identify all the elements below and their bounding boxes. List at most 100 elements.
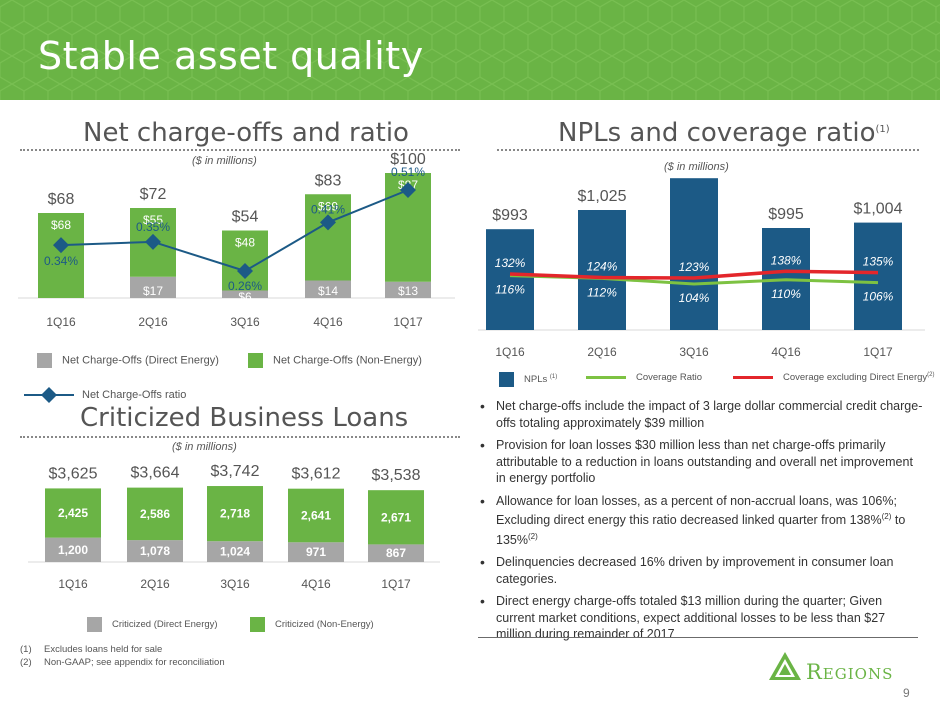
bar-label-direct-energy: 1,078 xyxy=(140,544,170,558)
x-tick-label: 1Q17 xyxy=(863,345,893,359)
bar-label-direct-energy: $13 xyxy=(398,284,418,298)
bar-criticized-direct-energy xyxy=(127,540,183,562)
ratio-point xyxy=(400,182,416,198)
bar-criticized-direct-energy xyxy=(207,541,263,562)
legend-sup: (2) xyxy=(927,372,935,378)
bar-direct-energy xyxy=(222,290,268,298)
x-tick-label: 1Q17 xyxy=(393,315,423,329)
bar-total-label: $3,625 xyxy=(49,465,98,482)
bar-direct-energy xyxy=(130,276,176,298)
legend-item-criticized-non-energy: Criticized (Non-Energy) xyxy=(250,617,374,632)
legend-swatch xyxy=(250,617,265,632)
legend-swatch xyxy=(248,353,263,368)
footnote: (1) Excludes loans held for sale xyxy=(20,644,162,655)
coverage-ex-energy-label: 135% xyxy=(863,255,894,269)
regions-logo-text: Regions xyxy=(806,660,894,684)
bar-label-direct-energy: $6 xyxy=(238,290,252,304)
legend-swatch xyxy=(37,353,52,368)
npl-heading: NPLs and coverage ratio(1) xyxy=(558,118,890,148)
legend-item-npls: NPLs (1) xyxy=(499,372,557,387)
bar-label-direct-energy: 971 xyxy=(306,545,326,559)
bar-label-non-energy: 2,671 xyxy=(381,510,411,524)
legend-item-non-energy: Net Charge-Offs (Non-Energy) xyxy=(248,353,422,368)
regions-triangle-logo-icon xyxy=(769,652,801,680)
bar-total-label: $3,538 xyxy=(372,467,421,484)
bar-criticized-non-energy xyxy=(207,486,263,542)
legend-label: Coverage excluding Direct Energy xyxy=(783,372,928,384)
ratio-label: 0.26% xyxy=(228,279,262,293)
bullet-item: Allowance for loan losses, as a percent … xyxy=(478,493,923,549)
bar-criticized-non-energy xyxy=(288,488,344,543)
bar-criticized-non-energy xyxy=(45,488,101,538)
hexagon-pattern xyxy=(0,0,940,100)
divider-dots xyxy=(20,149,460,151)
legend-line xyxy=(586,375,626,379)
bar-criticized-direct-energy xyxy=(45,537,101,562)
coverage-ex-energy-label: 138% xyxy=(771,253,802,267)
legend-label: Criticized (Direct Energy) xyxy=(112,619,218,631)
bar-label-non-energy: $55 xyxy=(143,213,163,227)
npl-chart: $9931Q16$1,0252Q16$1,0783Q16$9954Q16$1,0… xyxy=(478,178,925,359)
footnote-text: Excludes loans held for sale xyxy=(44,644,163,655)
bar-label-direct-energy: $17 xyxy=(143,284,163,298)
bar-label-direct-energy: 1,024 xyxy=(220,545,250,559)
nco-chart: $68 $68 1Q16 $55 $17 $72 2Q16 $48 $6 $54 3Q16 $69 $1… xyxy=(18,151,455,329)
legend-item-ratio: Net Charge-Offs ratio xyxy=(24,386,186,404)
npl-bar-label: $993 xyxy=(492,207,528,224)
ratio-point xyxy=(320,214,336,231)
cbl-chart: 1,200 2,425 $3,625 1Q16 1,078 2,586 $3,664 2Q16… xyxy=(28,463,440,591)
footnote-text: Non-GAAP; see appendix for reconciliatio… xyxy=(44,657,225,668)
coverage-ratio-label: 112% xyxy=(587,285,617,299)
page-number: 9 xyxy=(903,686,910,700)
npl-bar xyxy=(854,222,902,330)
npl-bar-label: $1,025 xyxy=(578,188,627,205)
bar-label-non-energy: $48 xyxy=(235,236,255,250)
legend-item-criticized-direct-energy: Criticized (Direct Energy) xyxy=(87,617,218,632)
bar-criticized-non-energy xyxy=(368,490,424,545)
header-banner: Stable asset quality xyxy=(0,0,940,100)
legend-label: Net Charge-Offs ratio xyxy=(82,388,187,401)
bullet-item: Net charge-offs include the impact of 3 … xyxy=(478,398,923,431)
x-tick-label: 4Q16 xyxy=(771,345,801,359)
ratio-label: 0.34% xyxy=(44,254,78,268)
x-tick-label: 1Q16 xyxy=(46,315,76,329)
commentary-bullets: Net charge-offs include the impact of 3 … xyxy=(478,398,923,649)
nco-units-note: ($ in millions) xyxy=(192,155,257,167)
coverage-ex-energy-label: 124% xyxy=(587,260,618,274)
legend-label: Net Charge-Offs (Non-Energy) xyxy=(273,354,422,367)
bullet-sup: (2) xyxy=(881,512,892,521)
legend-label: Net Charge-Offs (Direct Energy) xyxy=(62,354,219,367)
ratio-label: 0.35% xyxy=(136,220,170,234)
bar-non-energy xyxy=(222,230,268,291)
bar-label-non-energy: 2,718 xyxy=(220,507,250,521)
bar-total-label: $72 xyxy=(140,186,167,203)
bullet-sup: (2) xyxy=(527,531,538,541)
x-tick-label: 4Q16 xyxy=(301,577,331,591)
coverage-ratio-label: 106% xyxy=(863,290,894,304)
bar-total-label: $83 xyxy=(315,172,342,189)
x-tick-label: 2Q16 xyxy=(140,577,170,591)
coverage-ex-energy-label: 123% xyxy=(679,260,710,274)
npl-bar xyxy=(578,210,626,330)
ratio-point xyxy=(237,263,253,279)
cbl-heading: Criticized Business Loans xyxy=(80,403,409,433)
bar-total-label: $3,664 xyxy=(131,465,180,482)
legend-swatch xyxy=(87,617,102,632)
footnote-number: (2) xyxy=(20,657,32,668)
bar-total-label: $100 xyxy=(390,151,426,168)
legend-line-diamond-icon xyxy=(24,387,74,403)
bar-criticized-direct-energy xyxy=(368,544,424,562)
x-tick-label: 1Q16 xyxy=(495,345,525,359)
npl-bar xyxy=(670,178,718,330)
bullet-item: Direct energy charge-offs totaled $13 mi… xyxy=(478,593,923,643)
bar-label-direct-energy: 867 xyxy=(386,546,406,560)
bullet-text: Allowance for loan losses, as a percent … xyxy=(496,493,897,528)
nco-heading: Net charge-offs and ratio xyxy=(83,118,409,148)
bullet-item: Provision for loan losses $30 million le… xyxy=(478,437,923,487)
legend-label: Criticized (Non-Energy) xyxy=(275,619,374,631)
bar-label-non-energy: 2,641 xyxy=(301,508,331,522)
ratio-point xyxy=(145,233,161,250)
npl-heading-text: NPLs and coverage ratio xyxy=(558,118,876,148)
bar-non-energy xyxy=(305,194,351,281)
bar-criticized-non-energy xyxy=(127,487,183,541)
